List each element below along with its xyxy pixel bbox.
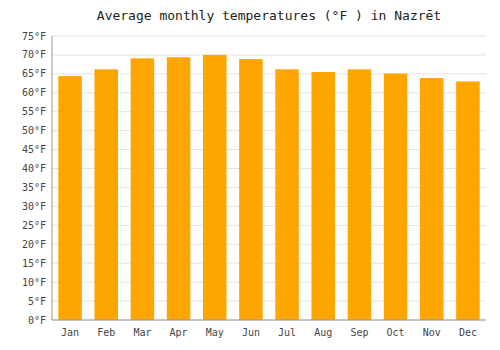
- grid-line: [52, 54, 486, 55]
- y-tick-label: 75°F: [22, 31, 46, 42]
- x-tick-label: Apr: [170, 327, 188, 338]
- y-tick-label: 55°F: [22, 106, 46, 117]
- y-tick-label: 10°F: [22, 277, 46, 288]
- bars: [58, 55, 479, 320]
- x-tick-label: Mar: [133, 327, 151, 338]
- y-tick-label: 50°F: [22, 125, 46, 136]
- y-tick-label: 0°F: [28, 315, 46, 326]
- y-tick-label: 20°F: [22, 239, 46, 250]
- bar: [58, 76, 82, 320]
- bar: [456, 81, 480, 320]
- bar: [348, 69, 372, 320]
- grid: [52, 36, 486, 320]
- y-tick-label: 70°F: [22, 49, 46, 60]
- y-tick-label: 15°F: [22, 258, 46, 269]
- x-tick-label: Oct: [387, 327, 405, 338]
- y-tick-label: 25°F: [22, 220, 46, 231]
- x-tick-label: Sep: [350, 327, 368, 338]
- bar: [203, 55, 227, 320]
- y-tick-label: 40°F: [22, 163, 46, 174]
- bar: [420, 78, 444, 320]
- y-axis: [52, 36, 53, 320]
- y-tick-label: 65°F: [22, 68, 46, 79]
- x-tick-label: Jun: [242, 327, 260, 338]
- bar: [131, 58, 155, 320]
- grid-line: [52, 320, 486, 321]
- bar: [94, 69, 118, 320]
- y-tick-label: 45°F: [22, 144, 46, 155]
- bar: [275, 69, 299, 320]
- bar: [239, 59, 263, 320]
- x-tick-label: Aug: [314, 327, 332, 338]
- x-tick-label: Dec: [459, 327, 477, 338]
- chart: Average monthly temperatures (°F ) in Na…: [0, 0, 500, 350]
- x-tick-label: Jul: [278, 327, 296, 338]
- x-tick-label: Nov: [423, 327, 441, 338]
- y-tick-label: 35°F: [22, 182, 46, 193]
- bar: [384, 73, 408, 320]
- grid-line: [52, 36, 486, 37]
- y-tick-label: 5°F: [28, 296, 46, 307]
- bar: [167, 57, 191, 320]
- y-tick-label: 60°F: [22, 87, 46, 98]
- bar: [311, 72, 335, 320]
- x-axis: [52, 320, 486, 321]
- x-tick-label: Jan: [61, 327, 79, 338]
- x-tick-label: May: [206, 327, 224, 338]
- x-tick-label: Feb: [97, 327, 115, 338]
- title: Average monthly temperatures (°F ) in Na…: [97, 8, 441, 23]
- y-tick-label: 30°F: [22, 201, 46, 212]
